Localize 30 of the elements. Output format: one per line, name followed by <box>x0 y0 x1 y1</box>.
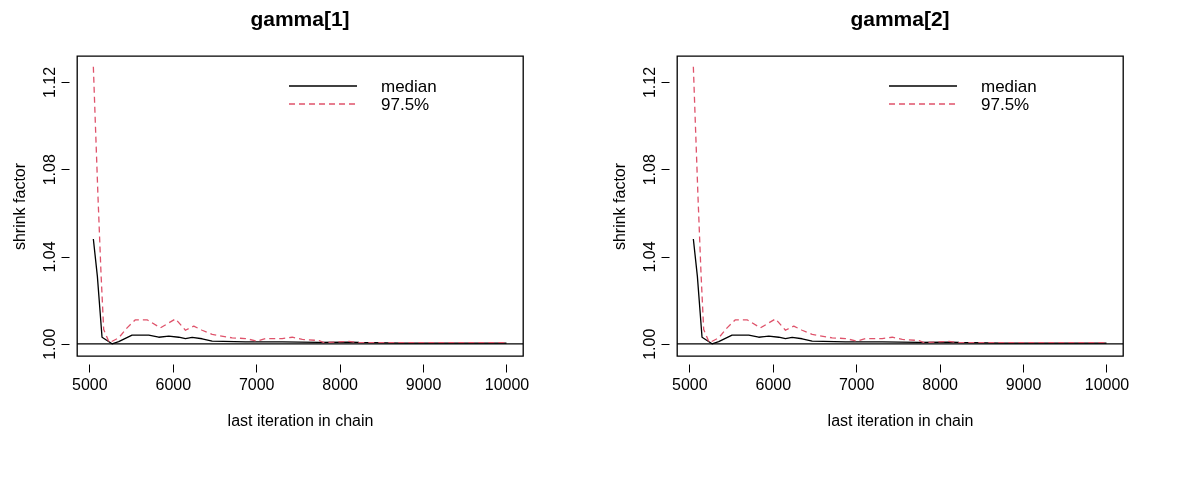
y-axis-title: shrink factor <box>610 162 628 251</box>
x-tick-label: 6000 <box>155 375 192 393</box>
x-tick-label: 10000 <box>484 375 530 393</box>
legend-label: median <box>381 77 437 96</box>
chart-title: gamma[2] <box>850 7 950 30</box>
x-tick-label: 7000 <box>238 375 275 393</box>
y-tick-label: 1.04 <box>40 241 58 273</box>
x-axis-title: last iteration in chain <box>227 411 374 429</box>
chart-title: gamma[1] <box>250 7 350 30</box>
y-tick-label: 1.12 <box>640 66 658 99</box>
y-tick-label: 1.08 <box>640 154 658 186</box>
y-axis-title: shrink factor <box>10 162 28 251</box>
y-tick-label: 1.00 <box>40 328 58 360</box>
x-tick-label: 5000 <box>672 375 708 393</box>
legend-label: 97.5% <box>381 95 430 114</box>
y-tick-label: 1.08 <box>40 154 58 186</box>
x-tick-label: 9000 <box>405 375 442 393</box>
x-tick-label: 8000 <box>322 375 359 393</box>
x-tick-label: 6000 <box>755 375 792 393</box>
x-tick-label: 5000 <box>72 375 108 393</box>
x-tick-label: 9000 <box>1005 375 1042 393</box>
legend-label: 97.5% <box>981 95 1030 114</box>
x-tick-label: 8000 <box>922 375 959 393</box>
y-tick-label: 1.00 <box>640 328 658 360</box>
y-tick-label: 1.12 <box>40 66 58 99</box>
legend-label: median <box>981 77 1037 96</box>
x-tick-label: 7000 <box>838 375 875 393</box>
x-axis-title: last iteration in chain <box>827 411 974 429</box>
y-tick-label: 1.04 <box>640 241 658 273</box>
x-tick-label: 10000 <box>1084 375 1130 393</box>
